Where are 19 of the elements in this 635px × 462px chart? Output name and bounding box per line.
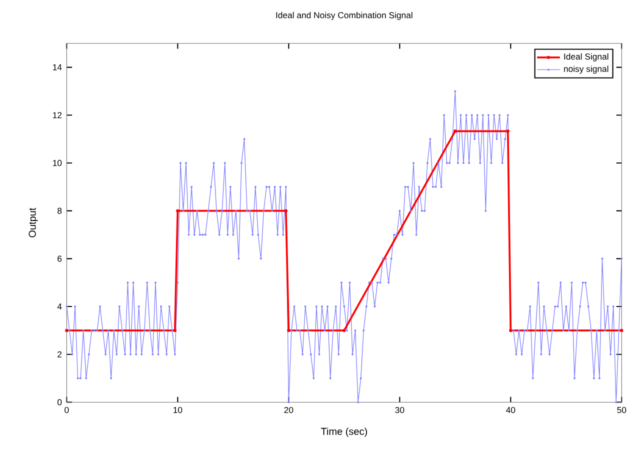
y-tick-label: 12 [53, 112, 62, 118]
y-tick-label: 6 [58, 255, 62, 262]
x-tick-label: 30 [395, 406, 404, 413]
y-tick-label: 10 [53, 160, 62, 166]
y-axis-title: Output [28, 208, 38, 238]
y-tick-label: 8 [58, 208, 62, 214]
y-tick-label: 4 [57, 303, 62, 310]
y-tick-label: 0 [58, 399, 62, 406]
x-tick-label: 10 [174, 406, 182, 413]
x-tick-label: 40 [506, 406, 516, 413]
x-tick-label: 20 [284, 406, 294, 413]
chart-title: Ideal and Noisy Combination Signal [276, 12, 412, 20]
legend-label: Ideal Signal [564, 53, 608, 62]
x-tick-label: 50 [617, 406, 626, 413]
x-axis-title: Time (sec) [320, 427, 367, 437]
legend-label: noisy signal [564, 65, 608, 74]
y-tick-label: 14 [53, 64, 62, 70]
x-tick-label: 0 [64, 406, 69, 413]
y-tick-label: 2 [58, 351, 62, 358]
